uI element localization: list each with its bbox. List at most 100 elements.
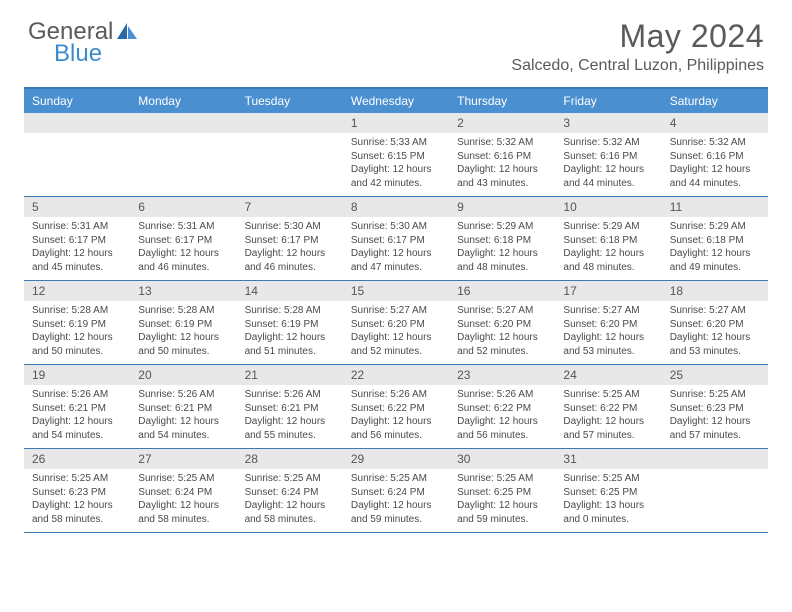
- sunset-line: Sunset: 6:18 PM: [563, 234, 655, 248]
- daylight-line: Daylight: 12 hours and 44 minutes.: [563, 163, 655, 190]
- sunrise-line: Sunrise: 5:32 AM: [670, 136, 762, 150]
- day-cell: Sunrise: 5:26 AMSunset: 6:22 PMDaylight:…: [343, 385, 449, 448]
- day-number: 15: [343, 281, 449, 301]
- daylight-line: Daylight: 12 hours and 48 minutes.: [563, 247, 655, 274]
- daynum-strip: 12131415161718: [24, 281, 768, 301]
- daylight-line: Daylight: 12 hours and 51 minutes.: [245, 331, 337, 358]
- day-number: 28: [237, 449, 343, 469]
- sunset-line: Sunset: 6:19 PM: [245, 318, 337, 332]
- sunrise-line: Sunrise: 5:29 AM: [457, 220, 549, 234]
- day-number: [662, 449, 768, 469]
- sunset-line: Sunset: 6:25 PM: [563, 486, 655, 500]
- day-number: 29: [343, 449, 449, 469]
- sunrise-line: Sunrise: 5:29 AM: [670, 220, 762, 234]
- day-number: 20: [130, 365, 236, 385]
- day-number: 26: [24, 449, 130, 469]
- sunrise-line: Sunrise: 5:32 AM: [457, 136, 549, 150]
- week-row: 19202122232425Sunrise: 5:26 AMSunset: 6:…: [24, 365, 768, 449]
- day-cell: Sunrise: 5:27 AMSunset: 6:20 PMDaylight:…: [449, 301, 555, 364]
- day-number: 30: [449, 449, 555, 469]
- daylight-line: Daylight: 12 hours and 49 minutes.: [670, 247, 762, 274]
- week-row: 12131415161718Sunrise: 5:28 AMSunset: 6:…: [24, 281, 768, 365]
- sunrise-line: Sunrise: 5:25 AM: [563, 388, 655, 402]
- day-number: 31: [555, 449, 661, 469]
- day-cell: Sunrise: 5:26 AMSunset: 6:22 PMDaylight:…: [449, 385, 555, 448]
- day-number: [24, 113, 130, 133]
- header: General Blue May 2024 Salcedo, Central L…: [0, 0, 792, 79]
- logo: General Blue: [28, 18, 158, 68]
- day-cell: [237, 133, 343, 196]
- day-number: 25: [662, 365, 768, 385]
- week-row: 262728293031Sunrise: 5:25 AMSunset: 6:23…: [24, 449, 768, 533]
- sunset-line: Sunset: 6:24 PM: [245, 486, 337, 500]
- daylight-line: Daylight: 12 hours and 48 minutes.: [457, 247, 549, 274]
- day-of-week-row: SundayMondayTuesdayWednesdayThursdayFrid…: [24, 89, 768, 113]
- day-cell: Sunrise: 5:27 AMSunset: 6:20 PMDaylight:…: [662, 301, 768, 364]
- sunset-line: Sunset: 6:22 PM: [457, 402, 549, 416]
- daylight-line: Daylight: 12 hours and 59 minutes.: [457, 499, 549, 526]
- day-cell: Sunrise: 5:25 AMSunset: 6:24 PMDaylight:…: [237, 469, 343, 532]
- day-number: 19: [24, 365, 130, 385]
- sunset-line: Sunset: 6:18 PM: [457, 234, 549, 248]
- day-number: 17: [555, 281, 661, 301]
- sunset-line: Sunset: 6:20 PM: [563, 318, 655, 332]
- daylight-line: Daylight: 12 hours and 57 minutes.: [563, 415, 655, 442]
- sunset-line: Sunset: 6:16 PM: [670, 150, 762, 164]
- sunset-line: Sunset: 6:25 PM: [457, 486, 549, 500]
- daylight-line: Daylight: 12 hours and 54 minutes.: [138, 415, 230, 442]
- daylight-line: Daylight: 12 hours and 50 minutes.: [138, 331, 230, 358]
- day-number: 18: [662, 281, 768, 301]
- daylight-line: Daylight: 12 hours and 47 minutes.: [351, 247, 443, 274]
- sunset-line: Sunset: 6:22 PM: [351, 402, 443, 416]
- daynum-strip: 19202122232425: [24, 365, 768, 385]
- sunrise-line: Sunrise: 5:32 AM: [563, 136, 655, 150]
- day-cell: Sunrise: 5:29 AMSunset: 6:18 PMDaylight:…: [555, 217, 661, 280]
- sunset-line: Sunset: 6:24 PM: [138, 486, 230, 500]
- dow-monday: Monday: [130, 89, 236, 113]
- day-number: 2: [449, 113, 555, 133]
- day-number: 24: [555, 365, 661, 385]
- sunset-line: Sunset: 6:16 PM: [457, 150, 549, 164]
- day-cell: Sunrise: 5:25 AMSunset: 6:23 PMDaylight:…: [662, 385, 768, 448]
- location: Salcedo, Central Luzon, Philippines: [511, 57, 764, 75]
- day-number: 23: [449, 365, 555, 385]
- day-cell: Sunrise: 5:29 AMSunset: 6:18 PMDaylight:…: [449, 217, 555, 280]
- day-cell: Sunrise: 5:26 AMSunset: 6:21 PMDaylight:…: [130, 385, 236, 448]
- day-number: 8: [343, 197, 449, 217]
- daylight-line: Daylight: 12 hours and 42 minutes.: [351, 163, 443, 190]
- sunrise-line: Sunrise: 5:26 AM: [245, 388, 337, 402]
- sunset-line: Sunset: 6:24 PM: [351, 486, 443, 500]
- daylight-line: Daylight: 12 hours and 52 minutes.: [351, 331, 443, 358]
- day-cell: Sunrise: 5:25 AMSunset: 6:22 PMDaylight:…: [555, 385, 661, 448]
- sunrise-line: Sunrise: 5:31 AM: [32, 220, 124, 234]
- sunrise-line: Sunrise: 5:30 AM: [351, 220, 443, 234]
- day-number: 6: [130, 197, 236, 217]
- weeks-container: 1234Sunrise: 5:33 AMSunset: 6:15 PMDayli…: [24, 113, 768, 533]
- daylight-line: Daylight: 12 hours and 57 minutes.: [670, 415, 762, 442]
- day-cell: Sunrise: 5:28 AMSunset: 6:19 PMDaylight:…: [130, 301, 236, 364]
- daylight-line: Daylight: 12 hours and 56 minutes.: [351, 415, 443, 442]
- daylight-line: Daylight: 12 hours and 52 minutes.: [457, 331, 549, 358]
- day-number: 12: [24, 281, 130, 301]
- logo-text-blue: Blue: [54, 40, 102, 68]
- day-cell: Sunrise: 5:25 AMSunset: 6:25 PMDaylight:…: [555, 469, 661, 532]
- daylight-line: Daylight: 12 hours and 53 minutes.: [670, 331, 762, 358]
- sunset-line: Sunset: 6:17 PM: [32, 234, 124, 248]
- day-cell: Sunrise: 5:27 AMSunset: 6:20 PMDaylight:…: [555, 301, 661, 364]
- sunrise-line: Sunrise: 5:31 AM: [138, 220, 230, 234]
- daylight-line: Daylight: 12 hours and 50 minutes.: [32, 331, 124, 358]
- sunrise-line: Sunrise: 5:25 AM: [138, 472, 230, 486]
- sunrise-line: Sunrise: 5:25 AM: [457, 472, 549, 486]
- sunrise-line: Sunrise: 5:27 AM: [563, 304, 655, 318]
- sunrise-line: Sunrise: 5:28 AM: [138, 304, 230, 318]
- day-cell: Sunrise: 5:30 AMSunset: 6:17 PMDaylight:…: [343, 217, 449, 280]
- day-cell: Sunrise: 5:28 AMSunset: 6:19 PMDaylight:…: [237, 301, 343, 364]
- day-cell: [24, 133, 130, 196]
- day-number: 27: [130, 449, 236, 469]
- daylight-line: Daylight: 12 hours and 54 minutes.: [32, 415, 124, 442]
- sunset-line: Sunset: 6:20 PM: [351, 318, 443, 332]
- sunrise-line: Sunrise: 5:26 AM: [457, 388, 549, 402]
- dow-wednesday: Wednesday: [343, 89, 449, 113]
- dow-thursday: Thursday: [449, 89, 555, 113]
- sunset-line: Sunset: 6:21 PM: [138, 402, 230, 416]
